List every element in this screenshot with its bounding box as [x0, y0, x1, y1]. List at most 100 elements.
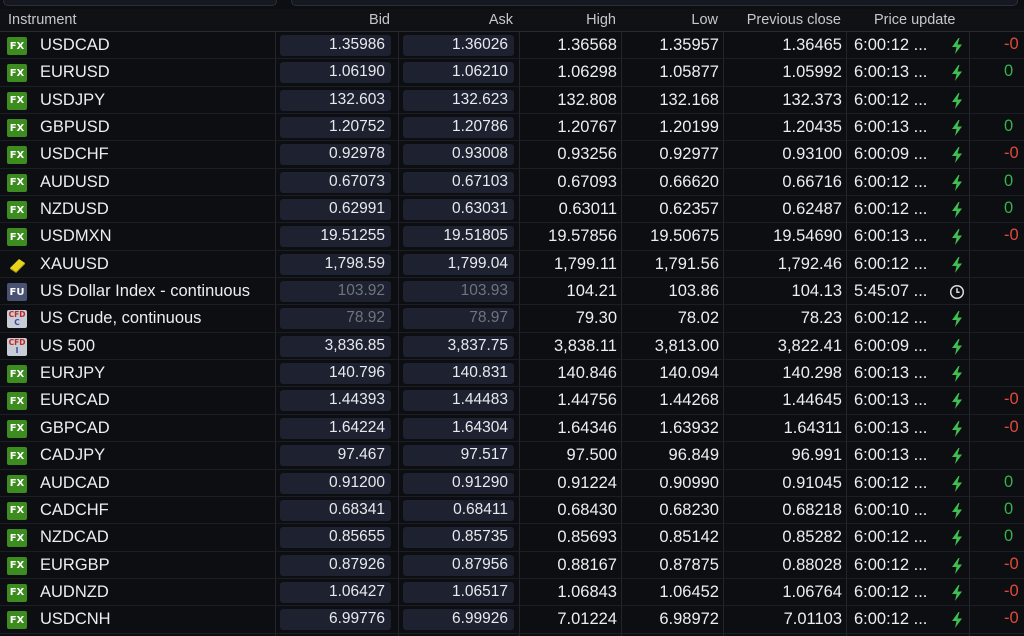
ask-price-button[interactable]: 0.67103 [403, 171, 514, 193]
instrument-name: CADJPY [40, 446, 106, 465]
ask-price-button[interactable]: 1.20786 [403, 117, 514, 139]
table-row[interactable]: FX EURJPY 140.796 140.831 140.846 140.09… [0, 360, 1024, 388]
table-row[interactable]: FX EURCAD 1.44393 1.44483 1.44756 1.4426… [0, 387, 1024, 415]
header-price-update[interactable]: Price update [874, 12, 956, 28]
table-row[interactable]: CFD C US Crude, continuous 78.92 78.97 79… [0, 305, 1024, 333]
ask-price-button[interactable]: 103.93 [403, 281, 514, 303]
price-update-time: 6:00:13 ... [854, 364, 928, 383]
price-update-time: 6:00:12 ... [854, 254, 928, 273]
header-high[interactable]: High [586, 12, 616, 28]
ask-price-button[interactable]: 1,799.04 [403, 253, 514, 275]
bid-price-button[interactable]: 132.603 [280, 89, 391, 111]
change-value: 0 [1004, 117, 1014, 136]
ask-value: 1.36026 [451, 36, 508, 53]
bid-price-button[interactable]: 97.467 [280, 445, 391, 467]
table-row[interactable]: FX USDJPY 132.603 132.623 132.808 132.16… [0, 87, 1024, 115]
price-update-time: 6:00:12 ... [854, 555, 928, 574]
bid-price-button[interactable]: 1.06427 [280, 581, 391, 603]
bid-price-button[interactable]: 0.68341 [280, 499, 391, 521]
ask-price-button[interactable]: 97.517 [403, 445, 514, 467]
table-row[interactable]: FX USDMXN 19.51255 19.51805 19.57856 19.… [0, 223, 1024, 251]
ask-price-button[interactable]: 3,837.75 [403, 335, 514, 357]
high-value: 1.20767 [557, 118, 617, 137]
search-box[interactable] [3, 0, 277, 6]
header-instrument[interactable]: Instrument [8, 12, 77, 28]
bid-price-button[interactable]: 0.67073 [280, 171, 391, 193]
ask-price-button[interactable]: 0.63031 [403, 199, 514, 221]
table-row[interactable]: FX AUDCAD 0.91200 0.91290 0.91224 0.9099… [0, 470, 1024, 497]
table-row[interactable]: FX NZDUSD 0.62991 0.63031 0.63011 0.6235… [0, 196, 1024, 224]
fx-badge-icon: FX [7, 392, 27, 411]
bid-price-button[interactable]: 1.64224 [280, 417, 391, 439]
ask-price-button[interactable]: 78.97 [403, 308, 514, 330]
ask-price-button[interactable]: 1.06517 [403, 581, 514, 603]
bid-price-button[interactable]: 140.796 [280, 363, 391, 385]
table-row[interactable]: FX NZDCAD 0.85655 0.85735 0.85693 0.8514… [0, 524, 1024, 552]
header-low[interactable]: Low [691, 12, 718, 28]
bid-price-button[interactable]: 1.35986 [280, 35, 391, 56]
table-row[interactable]: FX USDCAD 1.35986 1.36026 1.36568 1.3595… [0, 32, 1024, 60]
price-update-time: 6:00:09 ... [854, 145, 928, 164]
bid-value: 0.87926 [328, 555, 385, 573]
bid-price-button[interactable]: 0.62991 [280, 199, 391, 221]
header-previous-close[interactable]: Previous close [746, 12, 841, 28]
bid-price-button[interactable]: 1.20752 [280, 117, 391, 139]
ask-price-button[interactable]: 1.64304 [403, 417, 514, 439]
ask-price-button[interactable]: 6.99926 [403, 609, 514, 631]
table-row[interactable]: FU US Dollar Index - continuous 103.92 1… [0, 278, 1024, 306]
ask-price-button[interactable]: 0.91290 [403, 472, 514, 494]
bid-price-button[interactable]: 78.92 [280, 308, 391, 330]
table-row[interactable]: FX EURUSD 1.06190 1.06210 1.06298 1.0587… [0, 59, 1024, 87]
table-row[interactable]: XAUUSD 1,798.59 1,799.04 1,799.11 1,791.… [0, 251, 1024, 279]
bid-price-button[interactable]: 6.99776 [280, 609, 391, 631]
bid-price-button[interactable]: 1.06190 [280, 62, 391, 84]
bid-price-button[interactable]: 0.87926 [280, 554, 391, 576]
instrument-name: XAUUSD [40, 254, 109, 273]
ask-price-button[interactable]: 1.44483 [403, 390, 514, 412]
high-value: 1.64346 [557, 418, 617, 437]
filter-box[interactable] [291, 0, 1018, 6]
table-row[interactable]: FX USDCHF 0.92978 0.93008 0.93256 0.9297… [0, 141, 1024, 169]
fx-badge-icon: FX [7, 91, 27, 110]
header-bid[interactable]: Bid [369, 12, 390, 28]
instrument-name: USDCHF [40, 145, 109, 164]
bid-price-button[interactable]: 0.92978 [280, 144, 391, 166]
bolt-icon [950, 120, 964, 141]
table-row[interactable]: FX CADCHF 0.68341 0.68411 0.68430 0.6823… [0, 497, 1024, 525]
header-ask[interactable]: Ask [488, 12, 513, 28]
bid-price-button[interactable]: 103.92 [280, 281, 391, 303]
ask-price-button[interactable]: 19.51805 [403, 226, 514, 248]
table-row[interactable]: FX AUDNZD 1.06427 1.06517 1.06843 1.0645… [0, 579, 1024, 607]
fx-badge-icon: FX [7, 173, 27, 192]
ask-price-button[interactable]: 0.68411 [403, 499, 514, 521]
table-row[interactable]: FX USDCNH 6.99776 6.99926 7.01224 6.9897… [0, 606, 1024, 634]
fx-badge-icon: FX [7, 146, 27, 165]
previous-close-value: 0.66716 [782, 172, 842, 191]
ask-price-button[interactable]: 1.36026 [403, 35, 514, 56]
table-row[interactable]: FX GBPUSD 1.20752 1.20786 1.20767 1.2019… [0, 114, 1024, 142]
bid-price-button[interactable]: 0.85655 [280, 527, 391, 549]
bolt-icon [950, 584, 964, 606]
high-value: 79.30 [575, 309, 617, 328]
ask-price-button[interactable]: 1.06210 [403, 62, 514, 84]
bid-price-button[interactable]: 3,836.85 [280, 335, 391, 357]
ask-price-button[interactable]: 0.87956 [403, 554, 514, 576]
bid-price-button[interactable]: 1,798.59 [280, 253, 391, 275]
ask-price-button[interactable]: 132.623 [403, 89, 514, 111]
previous-close-value: 1.05992 [782, 63, 842, 82]
table-row[interactable]: CFD I US 500 3,836.85 3,837.75 3,838.11 3… [0, 333, 1024, 361]
bid-value: 1.35986 [328, 36, 385, 53]
bid-price-button[interactable]: 19.51255 [280, 226, 391, 248]
high-value: 1.06843 [557, 582, 617, 601]
ask-price-button[interactable]: 140.831 [403, 363, 514, 385]
table-row[interactable]: FX AUDUSD 0.67073 0.67103 0.67093 0.6662… [0, 169, 1024, 197]
ask-price-button[interactable]: 0.93008 [403, 144, 514, 166]
table-row[interactable]: FX EURGBP 0.87926 0.87956 0.88167 0.8787… [0, 552, 1024, 579]
table-row[interactable]: FX CADJPY 97.467 97.517 97.500 96.849 96… [0, 442, 1024, 470]
table-row[interactable]: FX GBPCAD 1.64224 1.64304 1.64346 1.6393… [0, 415, 1024, 443]
low-value: 0.87875 [659, 555, 719, 574]
bid-price-button[interactable]: 1.44393 [280, 390, 391, 412]
ask-price-button[interactable]: 0.85735 [403, 527, 514, 549]
bid-value: 19.51255 [320, 227, 385, 245]
bid-price-button[interactable]: 0.91200 [280, 472, 391, 494]
